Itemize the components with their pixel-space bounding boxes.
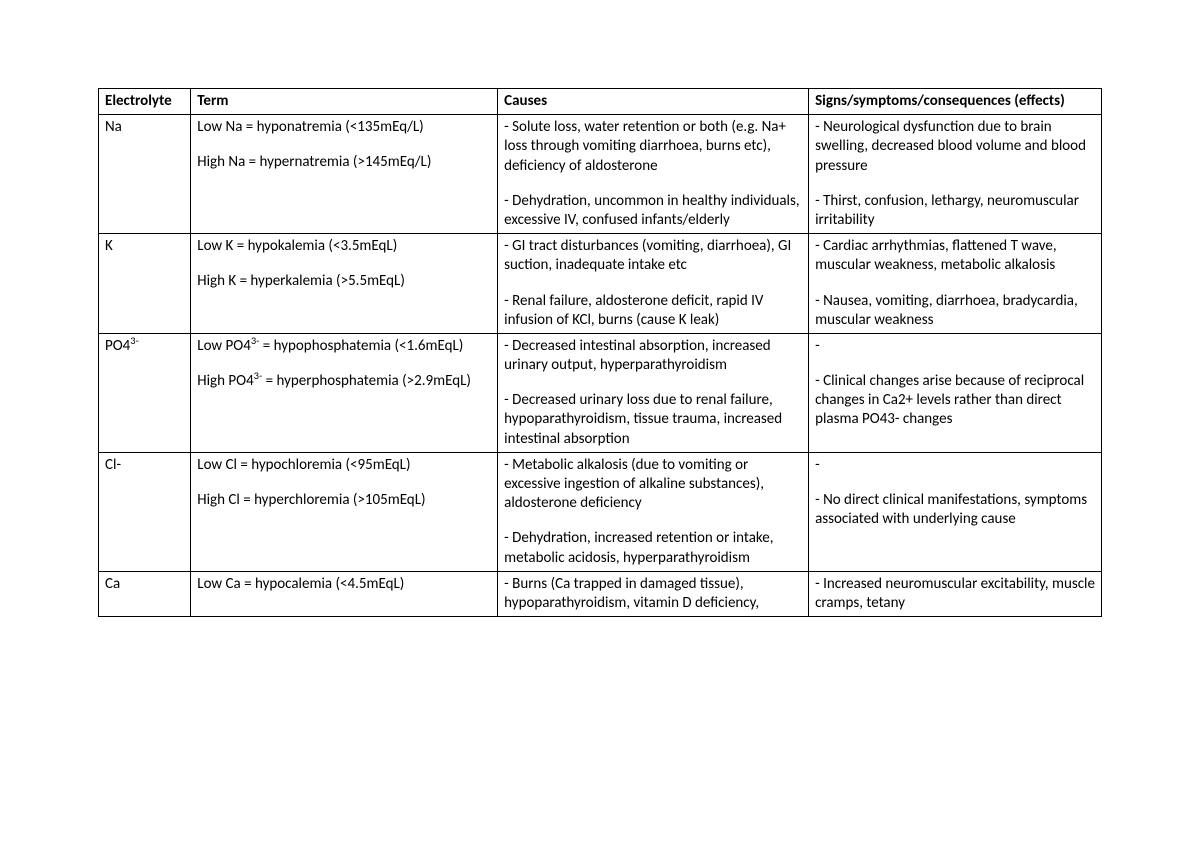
term-low: Low PO43- = hypophosphatemia (<1.6mEqL) [197, 337, 491, 356]
causes-low: - GI tract disturbances (vomiting, diarr… [504, 237, 802, 275]
cell-term: Low Na = hyponatremia (<135mEq/L) High N… [191, 115, 498, 234]
cell-effects: - Increased neuromuscular excitability, … [809, 571, 1102, 616]
causes-low: - Burns (Ca trapped in damaged tissue), … [504, 575, 802, 613]
causes-low: - Solute loss, water retention or both (… [504, 118, 802, 176]
cell-electrolyte: Ca [99, 571, 191, 616]
cell-effects: - Cardiac arrhythmias, flattened T wave,… [809, 234, 1102, 334]
effects-high: - Thirst, confusion, lethargy, neuromusc… [815, 192, 1095, 230]
table-row: Cl- Low Cl = hypochloremia (<95mEqL) Hig… [99, 452, 1102, 571]
cell-causes: - Burns (Ca trapped in damaged tissue), … [498, 571, 809, 616]
cell-term: Low K = hypokalemia (<3.5mEqL) High K = … [191, 234, 498, 334]
cell-electrolyte: PO43- [99, 333, 191, 452]
term-high: High PO43- = hyperphosphatemia (>2.9mEqL… [197, 372, 491, 391]
causes-high: - Decreased urinary loss due to renal fa… [504, 391, 802, 449]
cell-term: Low PO43- = hypophosphatemia (<1.6mEqL) … [191, 333, 498, 452]
effects-low: - [815, 456, 1095, 475]
term-high: High Cl = hyperchloremia (>105mEqL) [197, 491, 491, 510]
cell-effects: - Neurological dysfunction due to brain … [809, 115, 1102, 234]
table-row: Na Low Na = hyponatremia (<135mEq/L) Hig… [99, 115, 1102, 234]
causes-high: - Dehydration, increased retention or in… [504, 529, 802, 567]
cell-electrolyte: K [99, 234, 191, 334]
cell-causes: - GI tract disturbances (vomiting, diarr… [498, 234, 809, 334]
effects-low: - [815, 337, 1095, 356]
effects-low: - Neurological dysfunction due to brain … [815, 118, 1095, 176]
effects-high: - Clinical changes arise because of reci… [815, 372, 1095, 430]
effects-high: - No direct clinical manifestations, sym… [815, 491, 1095, 529]
causes-high: - Dehydration, uncommon in healthy indiv… [504, 192, 802, 230]
col-header-electrolyte: Electrolyte [99, 89, 191, 115]
effects-low: - Cardiac arrhythmias, flattened T wave,… [815, 237, 1095, 275]
table-row: PO43- Low PO43- = hypophosphatemia (<1.6… [99, 333, 1102, 452]
electrolyte-table: Electrolyte Term Causes Signs/symptoms/c… [98, 88, 1102, 617]
causes-low: - Decreased intestinal absorption, incre… [504, 337, 802, 375]
cell-electrolyte: Na [99, 115, 191, 234]
cell-term: Low Ca = hypocalemia (<4.5mEqL) [191, 571, 498, 616]
term-low: Low K = hypokalemia (<3.5mEqL) [197, 237, 491, 256]
cell-causes: - Solute loss, water retention or both (… [498, 115, 809, 234]
causes-high: - Renal failure, aldosterone deficit, ra… [504, 292, 802, 330]
table-row: K Low K = hypokalemia (<3.5mEqL) High K … [99, 234, 1102, 334]
col-header-effects: Signs/symptoms/consequences (effects) [809, 89, 1102, 115]
term-high: High K = hyperkalemia (>5.5mEqL) [197, 272, 491, 291]
cell-term: Low Cl = hypochloremia (<95mEqL) High Cl… [191, 452, 498, 571]
cell-effects: - - Clinical changes arise because of re… [809, 333, 1102, 452]
term-low: Low Cl = hypochloremia (<95mEqL) [197, 456, 491, 475]
causes-low: - Metabolic alkalosis (due to vomiting o… [504, 456, 802, 514]
cell-effects: - - No direct clinical manifestations, s… [809, 452, 1102, 571]
col-header-causes: Causes [498, 89, 809, 115]
effects-high: - Nausea, vomiting, diarrhoea, bradycard… [815, 292, 1095, 330]
term-low: Low Ca = hypocalemia (<4.5mEqL) [197, 575, 491, 594]
effects-low: - Increased neuromuscular excitability, … [815, 575, 1095, 613]
col-header-term: Term [191, 89, 498, 115]
term-low: Low Na = hyponatremia (<135mEq/L) [197, 118, 491, 137]
cell-causes: - Decreased intestinal absorption, incre… [498, 333, 809, 452]
table-row: Ca Low Ca = hypocalemia (<4.5mEqL) - Bur… [99, 571, 1102, 616]
table-header-row: Electrolyte Term Causes Signs/symptoms/c… [99, 89, 1102, 115]
document-page: Electrolyte Term Causes Signs/symptoms/c… [0, 0, 1200, 617]
cell-electrolyte: Cl- [99, 452, 191, 571]
term-high: High Na = hypernatremia (>145mEq/L) [197, 153, 491, 172]
cell-causes: - Metabolic alkalosis (due to vomiting o… [498, 452, 809, 571]
